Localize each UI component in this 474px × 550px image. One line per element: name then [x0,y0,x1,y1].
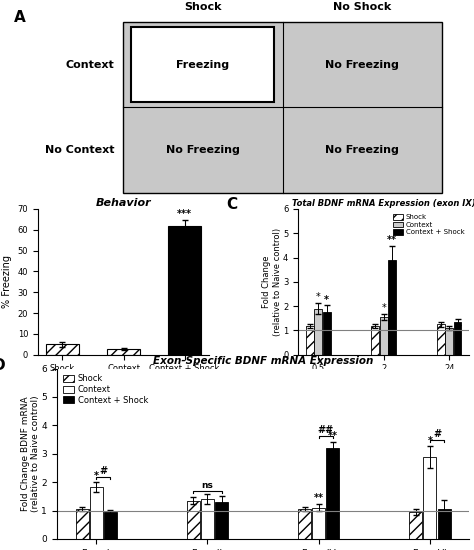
Bar [46,344,79,355]
Bar [454,322,462,355]
Bar [104,512,117,539]
Title: Exon-Specific BDNF mRNA Expression: Exon-Specific BDNF mRNA Expression [153,356,373,366]
Text: C: C [226,197,237,212]
Bar [201,499,214,539]
Text: A: A [14,10,26,25]
Text: *: * [381,303,386,313]
Bar [76,509,89,539]
Bar [388,260,396,355]
FancyBboxPatch shape [123,22,442,192]
Text: D: D [0,358,6,373]
Text: No Freezing: No Freezing [166,145,240,155]
Text: ns: ns [201,481,213,490]
Text: No Shock: No Shock [333,2,391,12]
Text: #: # [99,466,107,476]
Text: **: ** [387,235,397,245]
Text: ##: ## [318,425,334,435]
Text: *: * [316,293,320,303]
Bar [314,309,322,355]
Text: **: ** [328,431,338,441]
Bar [371,326,379,355]
Text: ***: *** [177,210,192,219]
Bar [298,509,311,539]
Bar [215,502,228,539]
Title: Total BDNF mRNA Expression (exon IX): Total BDNF mRNA Expression (exon IX) [292,199,474,208]
Bar [438,509,450,539]
Bar [90,487,103,539]
Y-axis label: Fold Change
(relative to Naive control): Fold Change (relative to Naive control) [262,228,282,336]
Bar [107,349,140,355]
Text: #: # [433,428,441,439]
Legend: Shock, Context, Context + Shock: Shock, Context, Context + Shock [392,212,466,237]
Bar [437,324,445,355]
FancyBboxPatch shape [131,27,274,102]
X-axis label: Time  (Hours): Time (Hours) [350,379,417,389]
Y-axis label: % Freezing: % Freezing [2,255,12,309]
Title: Behavior: Behavior [96,198,151,208]
Bar [445,328,453,355]
Bar [312,508,325,539]
Text: **: ** [314,493,324,503]
Text: *: * [428,436,432,446]
Bar [168,226,201,355]
Text: No Freezing: No Freezing [325,59,399,70]
Bar [187,500,200,539]
Text: Shock: Shock [184,2,222,12]
Text: *: * [94,471,99,481]
Bar [323,312,330,355]
Bar [326,448,339,539]
Text: No Freezing: No Freezing [325,145,399,155]
Bar [423,457,437,539]
Bar [380,317,388,355]
Bar [306,326,314,355]
Text: Freezing: Freezing [176,59,229,70]
Bar [410,512,422,539]
Text: Context: Context [65,59,114,70]
Legend: Shock, Context, Context + Shock: Shock, Context, Context + Shock [61,373,150,406]
Text: *: * [324,294,329,305]
Text: No Context: No Context [45,145,114,155]
Y-axis label: Fold Change BDNF mRNA
(relative to Naive control): Fold Change BDNF mRNA (relative to Naive… [20,395,40,512]
